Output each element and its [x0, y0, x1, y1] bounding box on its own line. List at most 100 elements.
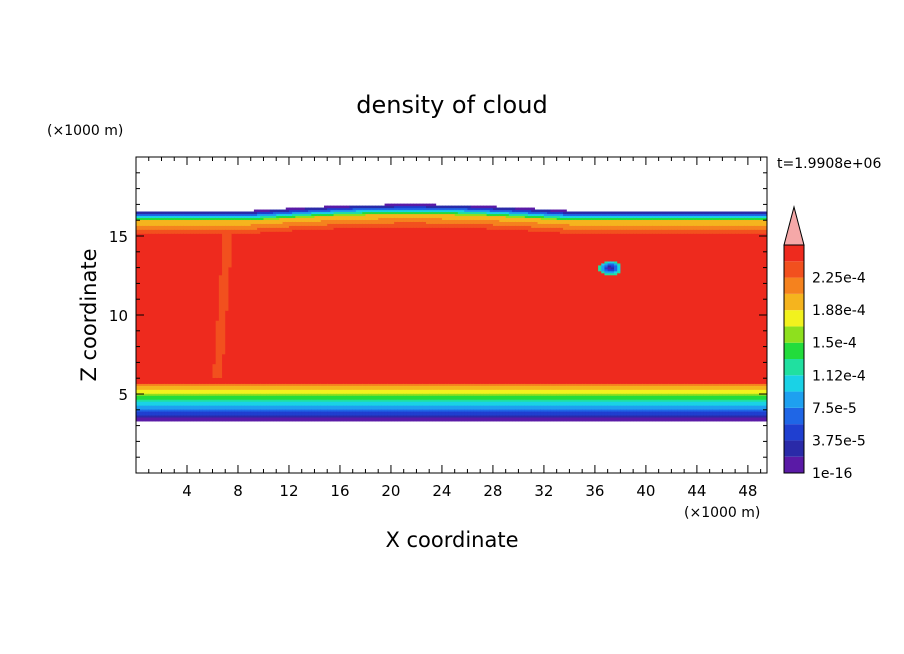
field-cell: [209, 213, 214, 217]
field-cell: [276, 409, 281, 412]
field-cell: [610, 225, 615, 230]
field-cell: [585, 401, 590, 406]
field-cell: [496, 385, 500, 390]
field-cell: [276, 414, 281, 418]
field-cell: [505, 399, 510, 402]
field-cell: [139, 217, 143, 221]
field-cell: [461, 209, 465, 213]
field-cell: [441, 410, 446, 416]
field-cell: [426, 213, 430, 219]
field-cell: [244, 409, 249, 412]
field-cell: [626, 393, 631, 396]
field-cell: [760, 213, 765, 217]
field-cell: [604, 211, 609, 215]
field-cell: [652, 405, 657, 410]
field-cell: [206, 395, 210, 400]
field-cell: [687, 409, 692, 412]
field-cell: [731, 385, 736, 390]
field-cell: [400, 399, 405, 402]
field-cell: [620, 229, 625, 234]
field-cell: [180, 395, 185, 400]
field-cell: [719, 399, 723, 402]
field-cell: [464, 409, 469, 412]
field-cell: [633, 215, 637, 219]
field-cell: [311, 221, 316, 226]
field-cell: [155, 393, 159, 396]
field-cell: [387, 205, 392, 209]
field-cell: [467, 410, 472, 416]
field-cell: [327, 389, 331, 394]
field-cell: [575, 229, 580, 234]
field-cell: [492, 229, 497, 384]
field-cell: [371, 219, 376, 224]
field-cell: [218, 233, 223, 276]
field-cell: [661, 395, 666, 400]
field-cell: [438, 383, 443, 386]
field-cell: [151, 401, 156, 406]
colorbar-label: 3.75e-5: [812, 433, 866, 449]
field-cell: [674, 405, 679, 410]
field-cell: [505, 207, 510, 211]
field-cell: [368, 395, 373, 400]
field-cell: [390, 207, 395, 211]
field-cell: [719, 217, 723, 221]
field-cell: [464, 410, 469, 416]
field-cell: [763, 414, 767, 418]
field-cell: [703, 405, 708, 410]
field-cell: [406, 410, 411, 416]
field-cell: [527, 416, 532, 422]
field-cell: [629, 383, 634, 386]
field-cell: [645, 383, 650, 386]
field-cell: [429, 389, 433, 394]
field-cell: [512, 217, 516, 222]
field-cell: [308, 414, 312, 418]
field-cell: [158, 211, 163, 215]
field-cell: [559, 233, 564, 384]
field-cell: [269, 389, 274, 394]
field-cell: [263, 399, 268, 402]
field-cell: [279, 215, 284, 219]
field-cell: [317, 410, 322, 416]
field-cell: [327, 215, 331, 221]
field-cell: [735, 399, 739, 402]
field-cell: [700, 401, 704, 406]
field-cell: [470, 409, 475, 412]
field-cell: [719, 409, 723, 412]
field-cell: [680, 229, 685, 234]
field-cell: [534, 395, 539, 400]
field-cell: [534, 231, 539, 384]
field-cell: [515, 410, 520, 416]
x-tick-label: 4: [182, 482, 192, 500]
field-cell: [620, 395, 625, 400]
field-cell: [406, 205, 411, 209]
field-cell: [186, 219, 191, 226]
field-cell: [645, 414, 650, 418]
field-cell: [515, 225, 520, 230]
field-cell: [575, 401, 580, 406]
field-cell: [661, 219, 666, 226]
field-cell: [454, 383, 459, 386]
field-cell: [276, 383, 281, 386]
field-cell: [202, 383, 207, 386]
field-cell: [167, 409, 172, 412]
field-cell: [473, 399, 478, 402]
field-cell: [751, 229, 755, 234]
field-cell: [145, 416, 150, 422]
field-cell: [731, 409, 736, 412]
field-cell: [531, 385, 535, 390]
field-cell: [381, 385, 386, 390]
field-cell: [346, 399, 351, 402]
field-cell: [716, 229, 720, 234]
field-cell: [473, 405, 478, 410]
field-cell: [706, 399, 711, 402]
field-cell: [161, 385, 166, 390]
field-cell: [607, 268, 612, 272]
field-cell: [614, 219, 618, 226]
field-cell: [438, 209, 443, 213]
field-cell: [655, 383, 660, 386]
field-cell: [639, 383, 644, 386]
field-cell: [537, 399, 542, 402]
field-cell: [502, 399, 507, 402]
colorbar-swatch: [784, 424, 804, 441]
field-cell: [512, 414, 516, 418]
